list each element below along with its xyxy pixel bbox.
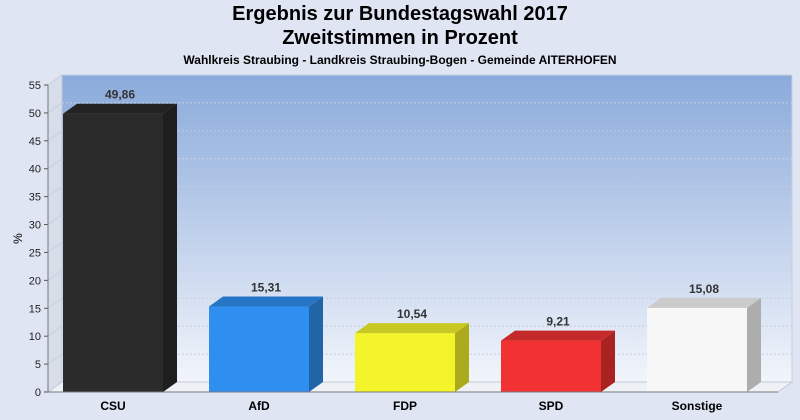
bar-top — [355, 323, 469, 334]
bar-side — [601, 330, 615, 392]
y-tick-label: 40 — [29, 164, 41, 176]
bars: 49,86 15,31 10,54 9,21 15,08 — [63, 88, 761, 392]
x-axis: CSU AfD FDP SPD Sonstige — [48, 391, 778, 413]
gridline-side — [47, 102, 63, 114]
bar-afd: 15,31 — [209, 281, 323, 392]
y-tick-label: 55 — [29, 80, 41, 92]
bar-sonstige: 15,08 — [647, 282, 761, 392]
bar-top — [209, 296, 323, 307]
y-tick-label: 50 — [29, 108, 41, 120]
bar-side — [747, 297, 761, 392]
y-tick-label: 15 — [29, 303, 41, 315]
bar-side — [163, 103, 177, 392]
bar-top — [647, 297, 761, 308]
bar-value-label: 10,54 — [397, 307, 427, 321]
x-tick-label: Sonstige — [672, 399, 723, 413]
x-tick-label: SPD — [539, 399, 564, 413]
bar-spd: 9,21 — [501, 315, 615, 392]
bar-value-label: 15,08 — [689, 282, 719, 296]
gridline-side — [47, 297, 63, 309]
x-tick-label: FDP — [393, 399, 417, 413]
gridline-side — [47, 353, 63, 365]
y-axis-label: % — [11, 233, 25, 244]
bar-side — [309, 296, 323, 392]
chart-caption: Wahlkreis Straubing - Landkreis Straubin… — [183, 53, 617, 67]
y-tick-label: 10 — [29, 331, 41, 343]
bar-top — [63, 103, 177, 114]
bar-value-label: 49,86 — [105, 88, 135, 102]
y-tick-label: 25 — [29, 247, 41, 259]
bar-front — [209, 306, 309, 392]
bar-front — [63, 113, 163, 392]
gridline-side — [47, 269, 63, 281]
bar-top — [501, 330, 615, 341]
bar-value-label: 15,31 — [251, 281, 281, 295]
bar-front — [355, 333, 455, 392]
bar-front — [647, 307, 747, 392]
x-tick-label: CSU — [100, 399, 125, 413]
plot-side-wall — [47, 74, 63, 393]
y-tick-label: 20 — [29, 275, 41, 287]
chart-subtitle: Zweitstimmen in Prozent — [282, 27, 518, 49]
y-tick-label: 0 — [35, 387, 41, 399]
x-tick-label: AfD — [248, 399, 270, 413]
gridline-side — [47, 186, 63, 198]
y-tick-label: 45 — [29, 136, 41, 148]
gridline-side — [47, 242, 63, 253]
y-axis: 0 5 10 15 20 25 30 35 40 45 50 55% — [11, 80, 49, 399]
bar-csu: 49,86 — [63, 88, 177, 392]
bar-front — [501, 340, 601, 392]
gridline-side — [47, 158, 63, 170]
bar-value-label: 9,21 — [546, 315, 570, 329]
y-tick-label: 5 — [35, 359, 41, 371]
gridline-side — [47, 74, 63, 86]
gridline-side — [47, 214, 63, 225]
chart-title: Ergebnis zur Bundestagswahl 2017 — [232, 3, 568, 25]
bar-side — [455, 323, 469, 392]
bar-fdp: 10,54 — [355, 307, 469, 392]
gridline-side — [47, 325, 63, 337]
y-tick-label: 35 — [29, 192, 41, 204]
y-tick-label: 30 — [29, 220, 41, 232]
gridline-side — [47, 130, 63, 142]
